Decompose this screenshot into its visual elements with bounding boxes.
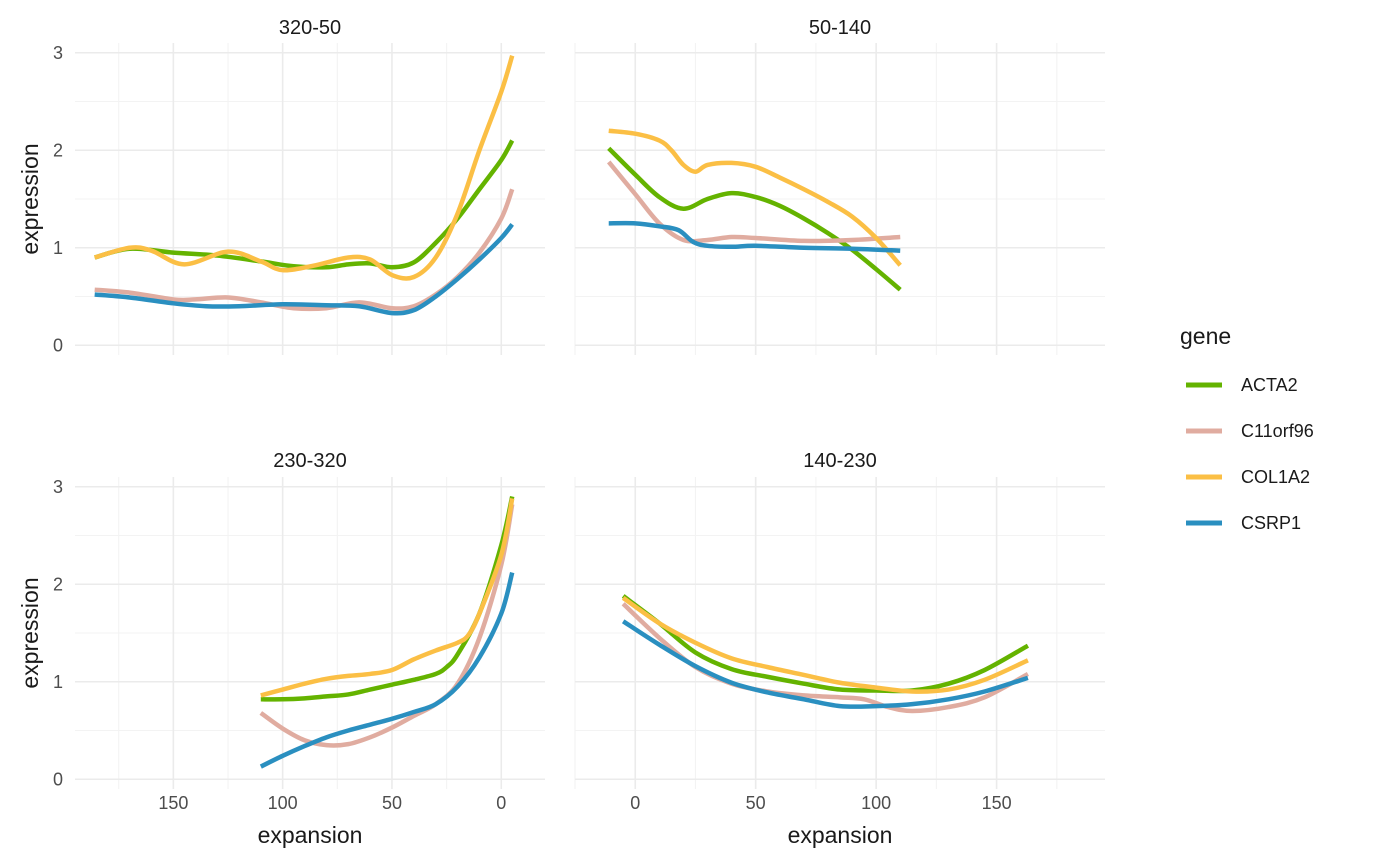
y-tick-label: 1	[53, 672, 63, 692]
series-lines	[94, 55, 515, 316]
legend-items: ACTA2 C11orf96 COL1A2 CSRP1	[1186, 375, 1314, 533]
facet-panel: 140-230 0 50 100 150 expansion	[574, 450, 1105, 848]
y-tick-label: 2	[53, 574, 63, 594]
series-lines	[259, 496, 515, 769]
facet-title: 230-320	[273, 450, 346, 472]
series-line-c11orf96	[259, 503, 515, 748]
series-line-csrp1	[259, 571, 515, 769]
series-line-csrp1	[621, 619, 1029, 709]
x-axis-title: expansion	[258, 822, 363, 848]
facet-panel: 320-50 0 1 2 3 expression	[17, 17, 545, 355]
x-tick-label: 100	[861, 793, 891, 813]
x-tick-label: 150	[982, 793, 1012, 813]
legend-label: CSRP1	[1241, 513, 1301, 533]
y-tick-label: 0	[53, 335, 63, 355]
series-line-col1a2	[608, 128, 902, 267]
x-tick-label: 50	[382, 793, 402, 813]
facet-title: 50-140	[809, 17, 871, 39]
facet-panel: 50-140	[574, 17, 1105, 355]
gridlines	[574, 43, 1105, 355]
series-line-csrp1	[608, 220, 901, 253]
series-line-col1a2	[94, 55, 515, 281]
x-tick-label: 150	[158, 793, 188, 813]
legend-label: ACTA2	[1241, 375, 1298, 395]
y-axis-title: expression	[17, 143, 43, 254]
legend: gene ACTA2 C11orf96 COL1A2 CSRP1	[1180, 323, 1314, 533]
series-lines	[606, 128, 902, 292]
series-line-col1a2	[621, 596, 1029, 694]
x-axis-title: expansion	[788, 822, 893, 848]
legend-title: gene	[1180, 323, 1231, 349]
y-tick-label: 3	[53, 43, 63, 63]
x-tick-label: 0	[496, 793, 506, 813]
facet-title: 140-230	[803, 450, 876, 472]
legend-label: COL1A2	[1241, 467, 1310, 487]
x-tick-label: 50	[746, 793, 766, 813]
facet-title: 320-50	[279, 17, 341, 39]
x-tick-label: 0	[630, 793, 640, 813]
y-tick-label: 3	[53, 477, 63, 497]
series-line-c11orf96	[606, 160, 901, 244]
y-tick-label: 0	[53, 769, 63, 789]
series-lines	[621, 594, 1030, 714]
facet-panels: 320-50 0 1 2 3 expression 50-140 230-320 0 1 2 3 exp…	[17, 17, 1105, 848]
series-line-col1a2	[260, 498, 515, 698]
x-tick-label: 100	[268, 793, 298, 813]
series-line-acta2	[621, 594, 1030, 694]
facet-panel: 230-320 0 1 2 3 expression 150 100 50 0 expansion	[17, 450, 545, 848]
gridlines	[75, 477, 545, 789]
y-axis-title: expression	[17, 577, 43, 688]
y-tick-label: 2	[53, 140, 63, 160]
legend-label: C11orf96	[1241, 421, 1314, 441]
series-line-csrp1	[94, 222, 514, 316]
y-tick-label: 1	[53, 238, 63, 258]
series-line-acta2	[94, 139, 515, 270]
